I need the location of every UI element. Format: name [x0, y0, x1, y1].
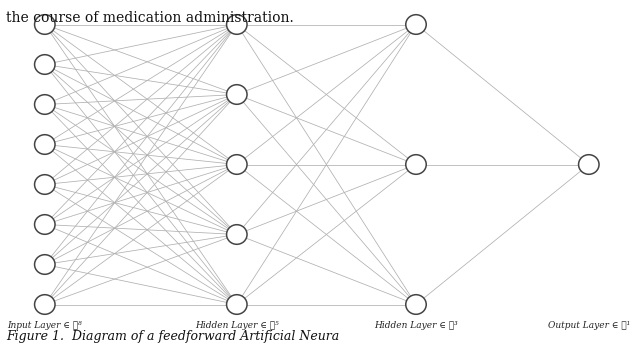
Ellipse shape [227, 155, 247, 174]
Text: Hidden Layer ∈ ℝ⁵: Hidden Layer ∈ ℝ⁵ [195, 321, 278, 330]
Text: Figure 1.  Diagram of a feedforward Artificial Neura: Figure 1. Diagram of a feedforward Artif… [6, 330, 340, 343]
Ellipse shape [35, 175, 55, 194]
Ellipse shape [227, 15, 247, 34]
Ellipse shape [35, 55, 55, 74]
Text: Input Layer ∈ ℝ⁸: Input Layer ∈ ℝ⁸ [8, 321, 82, 330]
Text: Hidden Layer ∈ ℝ³: Hidden Layer ∈ ℝ³ [374, 321, 458, 330]
Ellipse shape [579, 155, 599, 174]
Ellipse shape [35, 295, 55, 314]
Ellipse shape [35, 15, 55, 34]
Ellipse shape [227, 295, 247, 314]
Ellipse shape [406, 15, 426, 34]
Ellipse shape [35, 215, 55, 234]
Text: Output Layer ∈ ℝ¹: Output Layer ∈ ℝ¹ [548, 321, 630, 330]
Ellipse shape [406, 295, 426, 314]
Ellipse shape [227, 85, 247, 104]
Ellipse shape [35, 95, 55, 114]
Ellipse shape [227, 225, 247, 244]
Ellipse shape [35, 255, 55, 274]
Ellipse shape [35, 135, 55, 154]
Ellipse shape [406, 155, 426, 174]
Text: the course of medication administration.: the course of medication administration. [6, 10, 294, 25]
